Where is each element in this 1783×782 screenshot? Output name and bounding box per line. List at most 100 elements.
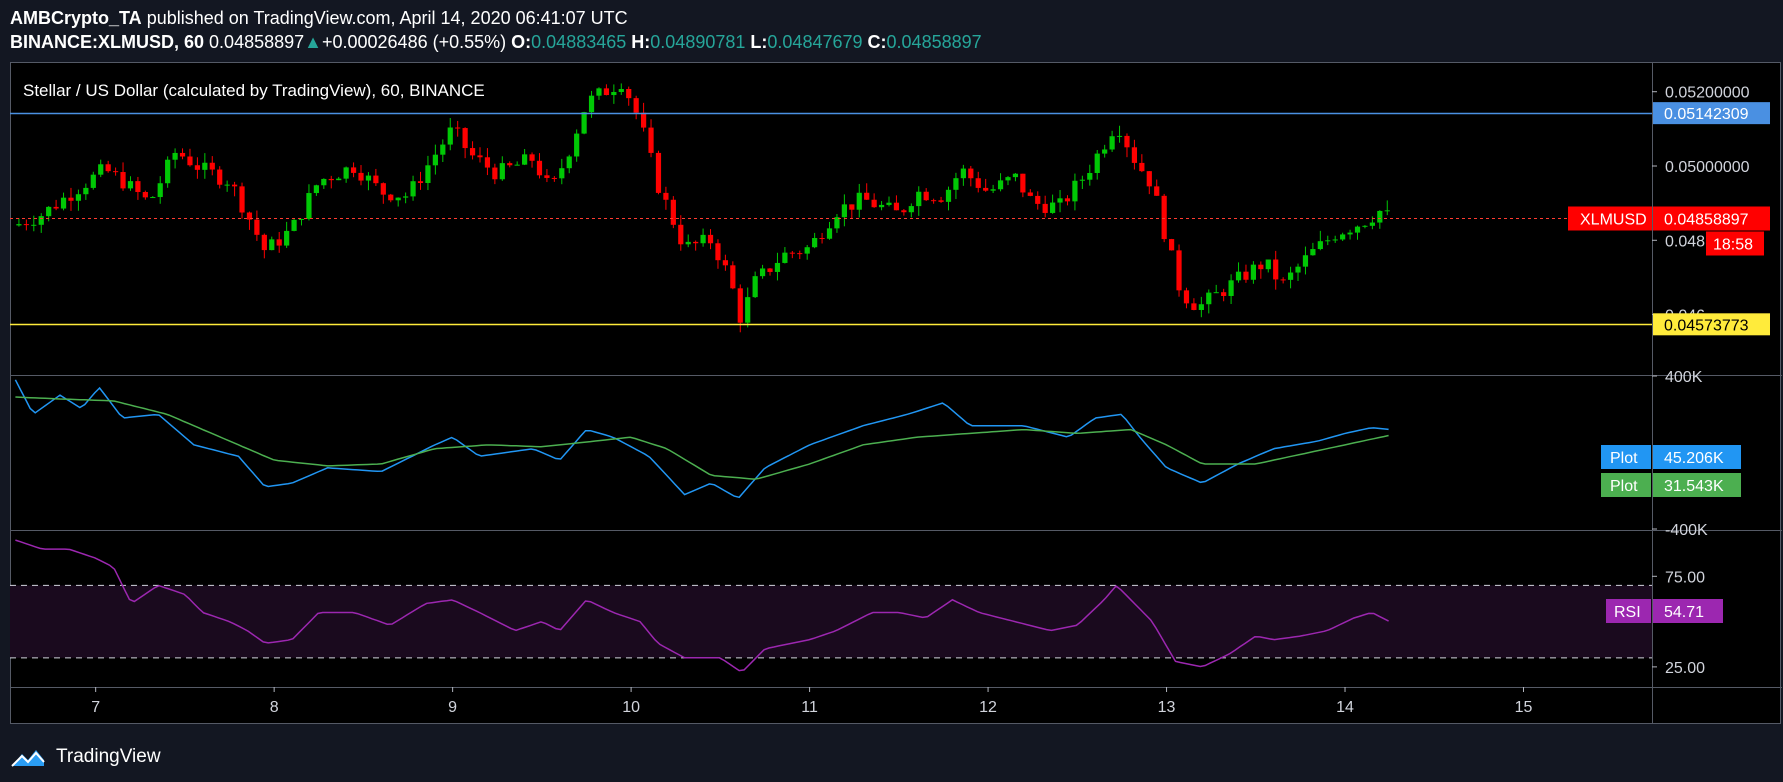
candle-body xyxy=(574,133,580,157)
candle-body xyxy=(640,112,647,128)
candle-body xyxy=(403,196,409,198)
candle-body xyxy=(440,144,446,155)
candle-body xyxy=(284,230,290,246)
candle-body xyxy=(120,172,126,189)
obv-ma-plot-badge xyxy=(1601,473,1651,497)
chart-header: AMBCrypto_TA published on TradingView.co… xyxy=(10,6,982,54)
rsi-lines xyxy=(15,539,1389,672)
candle-body xyxy=(551,177,557,179)
candle-body xyxy=(112,171,119,173)
candle-body xyxy=(410,181,416,197)
candle-body xyxy=(395,197,401,201)
time-axis-label: 12 xyxy=(979,699,997,716)
candle-body xyxy=(983,187,989,191)
candle-body xyxy=(1131,147,1138,163)
candle-body xyxy=(789,252,795,254)
candle-body xyxy=(1020,173,1026,193)
candle-body xyxy=(782,252,788,263)
candle-body xyxy=(678,224,684,245)
candle-body xyxy=(1280,279,1286,281)
candle-body xyxy=(150,197,156,199)
rsi-name-badge xyxy=(1606,599,1651,623)
candle-body xyxy=(804,247,810,254)
author-name[interactable]: AMBCrypto_TA xyxy=(10,8,142,28)
candle-body xyxy=(350,167,357,173)
price-axis-label: 0.048 xyxy=(1665,233,1705,250)
candle-body xyxy=(1377,210,1383,223)
candle-body xyxy=(90,174,96,188)
candle-body xyxy=(1310,249,1316,256)
candle-body xyxy=(730,265,736,289)
obv-ma-series-line xyxy=(15,396,1389,480)
publish-line: AMBCrypto_TA published on TradingView.co… xyxy=(10,6,982,30)
candle-body xyxy=(1109,136,1115,150)
footer-brand[interactable]: TradingView xyxy=(56,746,161,767)
candle-body xyxy=(165,159,171,184)
candle-body xyxy=(1265,259,1271,270)
candle-body xyxy=(1384,210,1390,212)
candle-body xyxy=(893,202,900,211)
candle-body xyxy=(1354,226,1361,233)
candle-body xyxy=(135,181,141,193)
candle-body xyxy=(157,183,163,198)
candle-body xyxy=(1347,232,1353,235)
obv-ma-plot-badge-label: Plot xyxy=(1610,478,1638,495)
candle-body xyxy=(432,154,438,166)
candle-body xyxy=(1235,271,1242,281)
candle-body xyxy=(321,178,327,186)
candle-body xyxy=(499,163,505,180)
symbol-label: BINANCE:XLMUSD, 60 xyxy=(10,32,205,52)
candles xyxy=(16,83,1390,333)
candle-body xyxy=(990,189,996,191)
candle-body xyxy=(693,241,699,244)
candle-body xyxy=(507,163,513,166)
candle-body xyxy=(1042,203,1048,213)
rsi-axis-label: 25.00 xyxy=(1665,660,1705,677)
candle-body xyxy=(1228,280,1234,296)
publish-info: published on TradingView.com, April 14, … xyxy=(146,8,628,28)
rsi-value-badge xyxy=(1653,599,1723,623)
time-axis-label: 10 xyxy=(622,699,640,716)
candle-body xyxy=(343,167,349,179)
obv-plot-badge-label: Plot xyxy=(1610,450,1638,467)
candle-body xyxy=(187,156,193,166)
candle-body xyxy=(581,112,587,134)
candle-body xyxy=(953,178,959,190)
candle-body xyxy=(53,206,59,209)
candle-body xyxy=(834,217,840,229)
candle-body xyxy=(1221,292,1227,296)
rsi-value-label: 54.71 xyxy=(1664,604,1704,621)
current-price-badge xyxy=(1653,206,1770,231)
candle-body xyxy=(596,88,602,96)
footer: TradingView xyxy=(10,742,161,772)
candle-body xyxy=(901,210,907,213)
candle-body xyxy=(462,128,468,149)
candle-body xyxy=(812,238,818,248)
candle-body xyxy=(276,239,282,246)
candle-body xyxy=(492,167,498,180)
candle-body xyxy=(737,288,743,323)
rsi-name-label: RSI xyxy=(1614,604,1641,621)
candle-body xyxy=(871,199,877,208)
obv-ma-value-label: 31.543K xyxy=(1664,478,1724,495)
candle-body xyxy=(797,253,803,255)
candle-body xyxy=(388,194,394,201)
candle-body xyxy=(722,260,729,266)
candle-body xyxy=(1191,303,1197,310)
time-axis-label: 13 xyxy=(1158,699,1176,716)
candle-body xyxy=(603,88,610,96)
candle-body xyxy=(358,172,364,181)
candle-body xyxy=(328,178,334,181)
candle-body xyxy=(1273,259,1279,280)
candle-body xyxy=(425,165,431,183)
candle-body xyxy=(105,164,111,172)
candle-body xyxy=(1250,264,1257,280)
candle-body xyxy=(767,268,773,272)
up-triangle-icon: ▲ xyxy=(304,32,322,52)
symbol-badge-label: XLMUSD xyxy=(1580,212,1647,229)
candle-body xyxy=(707,234,714,244)
obv-value-badge xyxy=(1653,445,1741,469)
candle-body xyxy=(1146,171,1152,187)
candle-body xyxy=(261,234,267,251)
